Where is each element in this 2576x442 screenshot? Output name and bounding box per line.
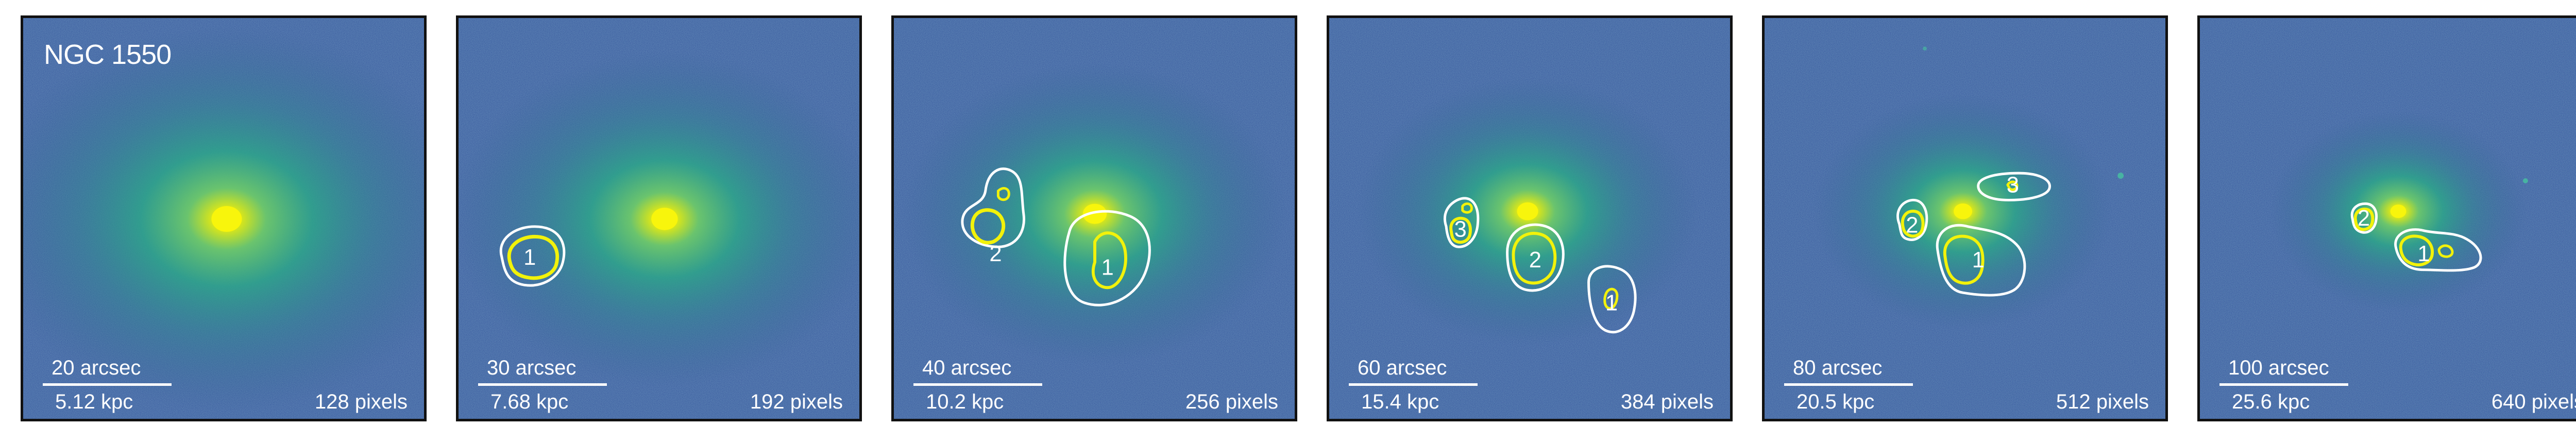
scale-arcsec: 20 arcsec: [52, 356, 141, 379]
xray-image: 2 1 3: [1765, 18, 2165, 419]
xray-image: 2 1: [2200, 18, 2576, 419]
galaxy-name: NGC 1550: [44, 39, 172, 70]
scale-bar: [478, 383, 607, 386]
scale-kpc: 10.2 kpc: [926, 390, 1004, 413]
image-panel-2: 1 30 arcsec 7.68 kpc 192 pixels: [456, 15, 862, 421]
point-source: [1923, 46, 1927, 51]
region-contour: [499, 225, 566, 287]
pixel-size: 384 pixels: [1620, 390, 1714, 413]
scale-arcsec: 60 arcsec: [1358, 356, 1447, 379]
image-panel-4: 3 2 1 60 arcsec 15.4 kpc 384 pixels: [1327, 15, 1733, 421]
region-label: 1: [1605, 291, 1618, 316]
scale-bar: [1349, 383, 1478, 386]
pixel-size: 256 pixels: [1185, 390, 1278, 413]
image-panel-3: 2 1 40 arcsec 10.2 kpc 256 pixels: [891, 15, 1297, 421]
pixel-size: 640 pixels: [2491, 390, 2576, 413]
scale-kpc: 20.5 kpc: [1797, 390, 1875, 413]
region-contour: [1444, 197, 1637, 334]
scale-bar: [913, 383, 1042, 386]
scale-arcsec: 80 arcsec: [1793, 356, 1883, 379]
region-label: 2: [1529, 248, 1541, 273]
scale-arcsec: 100 arcsec: [2228, 356, 2329, 379]
xray-image: 3 2 1: [1329, 18, 1730, 419]
scale-kpc: 5.12 kpc: [55, 390, 133, 413]
image-panel-1: NGC 1550 20 arcsec 5.12 kpc 128 pixels: [21, 15, 427, 421]
xray-image: 1: [459, 18, 859, 419]
scale-kpc: 15.4 kpc: [1361, 390, 1439, 413]
scale-bar: [43, 383, 172, 386]
region-label: 1: [1101, 256, 1114, 280]
region-label: 1: [523, 245, 536, 270]
region-label: 3: [1454, 217, 1467, 242]
pixel-size: 192 pixels: [750, 390, 843, 413]
point-source: [2117, 173, 2124, 179]
xray-image: 2 1: [894, 18, 1295, 419]
pixel-size: 128 pixels: [314, 390, 408, 413]
image-panel-5: 2 1 3 80 arcsec 20.5 kpc 512 pixels: [1762, 15, 2168, 421]
point-source: [2522, 178, 2528, 183]
region-label: 3: [2007, 173, 2019, 198]
image-panel-6: 2 1 100 arcsec 25.6 kpc 640 pixels: [2197, 15, 2576, 421]
scale-bar: [1784, 383, 1913, 386]
scale-bar: [2219, 383, 2348, 386]
scale-arcsec: 40 arcsec: [922, 356, 1012, 379]
region-label: 2: [1906, 213, 1918, 238]
region-label: 1: [1972, 248, 1985, 273]
region-contour: [2350, 202, 2482, 272]
region-label: 2: [989, 242, 1002, 266]
region-label: 2: [2358, 206, 2370, 231]
region-label: 1: [2417, 242, 2430, 266]
scale-kpc: 7.68 kpc: [490, 390, 569, 413]
region-contour: [961, 167, 1151, 307]
scale-arcsec: 30 arcsec: [487, 356, 577, 379]
scale-kpc: 25.6 kpc: [2232, 390, 2310, 413]
pixel-size: 512 pixels: [2056, 390, 2149, 413]
region-contour: [1896, 172, 2051, 297]
